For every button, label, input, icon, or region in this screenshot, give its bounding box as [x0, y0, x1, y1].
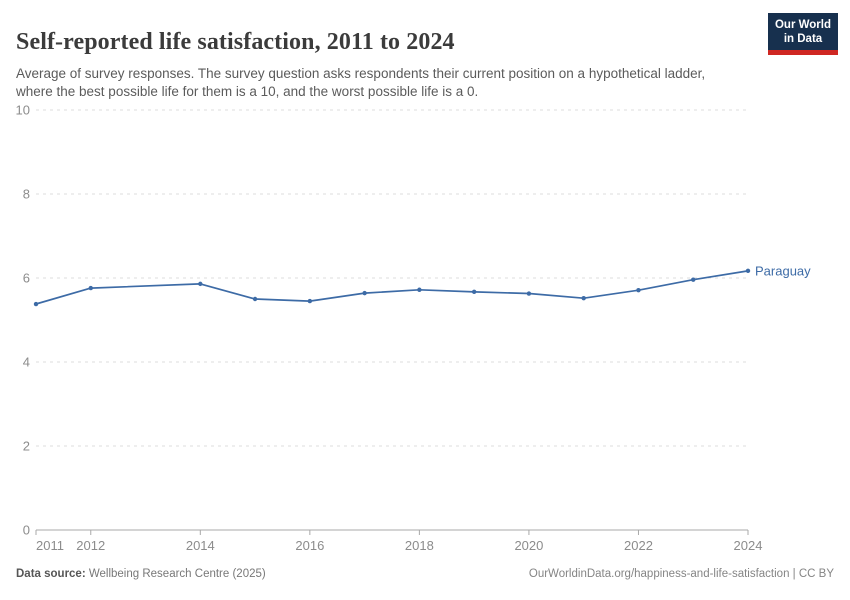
data-point[interactable] — [33, 301, 39, 307]
data-point[interactable] — [581, 295, 586, 301]
x-tick-label: 2016 — [295, 538, 324, 553]
x-tick-label: 2022 — [624, 538, 653, 553]
x-tick-label: 2014 — [186, 538, 215, 553]
series-end-label[interactable]: Paraguay — [755, 263, 811, 278]
y-tick-label: 4 — [23, 355, 30, 370]
data-point[interactable] — [362, 290, 367, 296]
x-tick-label: 2018 — [405, 538, 434, 553]
y-tick-label: 2 — [23, 439, 30, 454]
data-point[interactable] — [745, 268, 751, 274]
data-source-value: Wellbeing Research Centre (2025) — [85, 568, 266, 580]
chart-subtitle: Average of survey responses. The survey … — [16, 65, 706, 100]
data-point[interactable] — [417, 287, 422, 292]
data-point[interactable] — [88, 285, 93, 291]
series-line[interactable] — [35, 270, 749, 305]
data-point[interactable] — [252, 296, 258, 302]
page-title: Self-reported life satisfaction, 2011 to… — [16, 29, 455, 56]
data-point[interactable] — [198, 281, 203, 287]
data-point[interactable] — [691, 277, 696, 282]
data-source: Data source: Wellbeing Research Centre (… — [16, 568, 266, 580]
x-tick-label: 2024 — [734, 538, 763, 553]
owid-logo[interactable]: Our World in Data — [768, 13, 838, 55]
data-point[interactable] — [636, 287, 641, 293]
owid-logo-line2: in Data — [783, 33, 823, 45]
chart-footer: Data source: Wellbeing Research Centre (… — [16, 568, 834, 580]
data-source-label: Data source: — [16, 568, 86, 580]
data-point[interactable] — [307, 298, 313, 304]
owid-citation-link[interactable]: OurWorldinData.org/happiness-and-life-sa… — [528, 568, 834, 580]
x-tick-label: 2011 — [36, 538, 64, 553]
data-point[interactable] — [526, 291, 532, 296]
x-tick-label: 2020 — [514, 538, 543, 553]
data-point[interactable] — [471, 289, 477, 295]
y-tick-label: 10 — [16, 103, 30, 118]
y-tick-label: 6 — [23, 271, 30, 286]
y-tick-label: 0 — [23, 523, 30, 538]
owid-logo-line1: Our World — [774, 19, 831, 31]
x-tick-label: 2012 — [76, 538, 105, 553]
y-tick-label: 8 — [23, 187, 30, 202]
